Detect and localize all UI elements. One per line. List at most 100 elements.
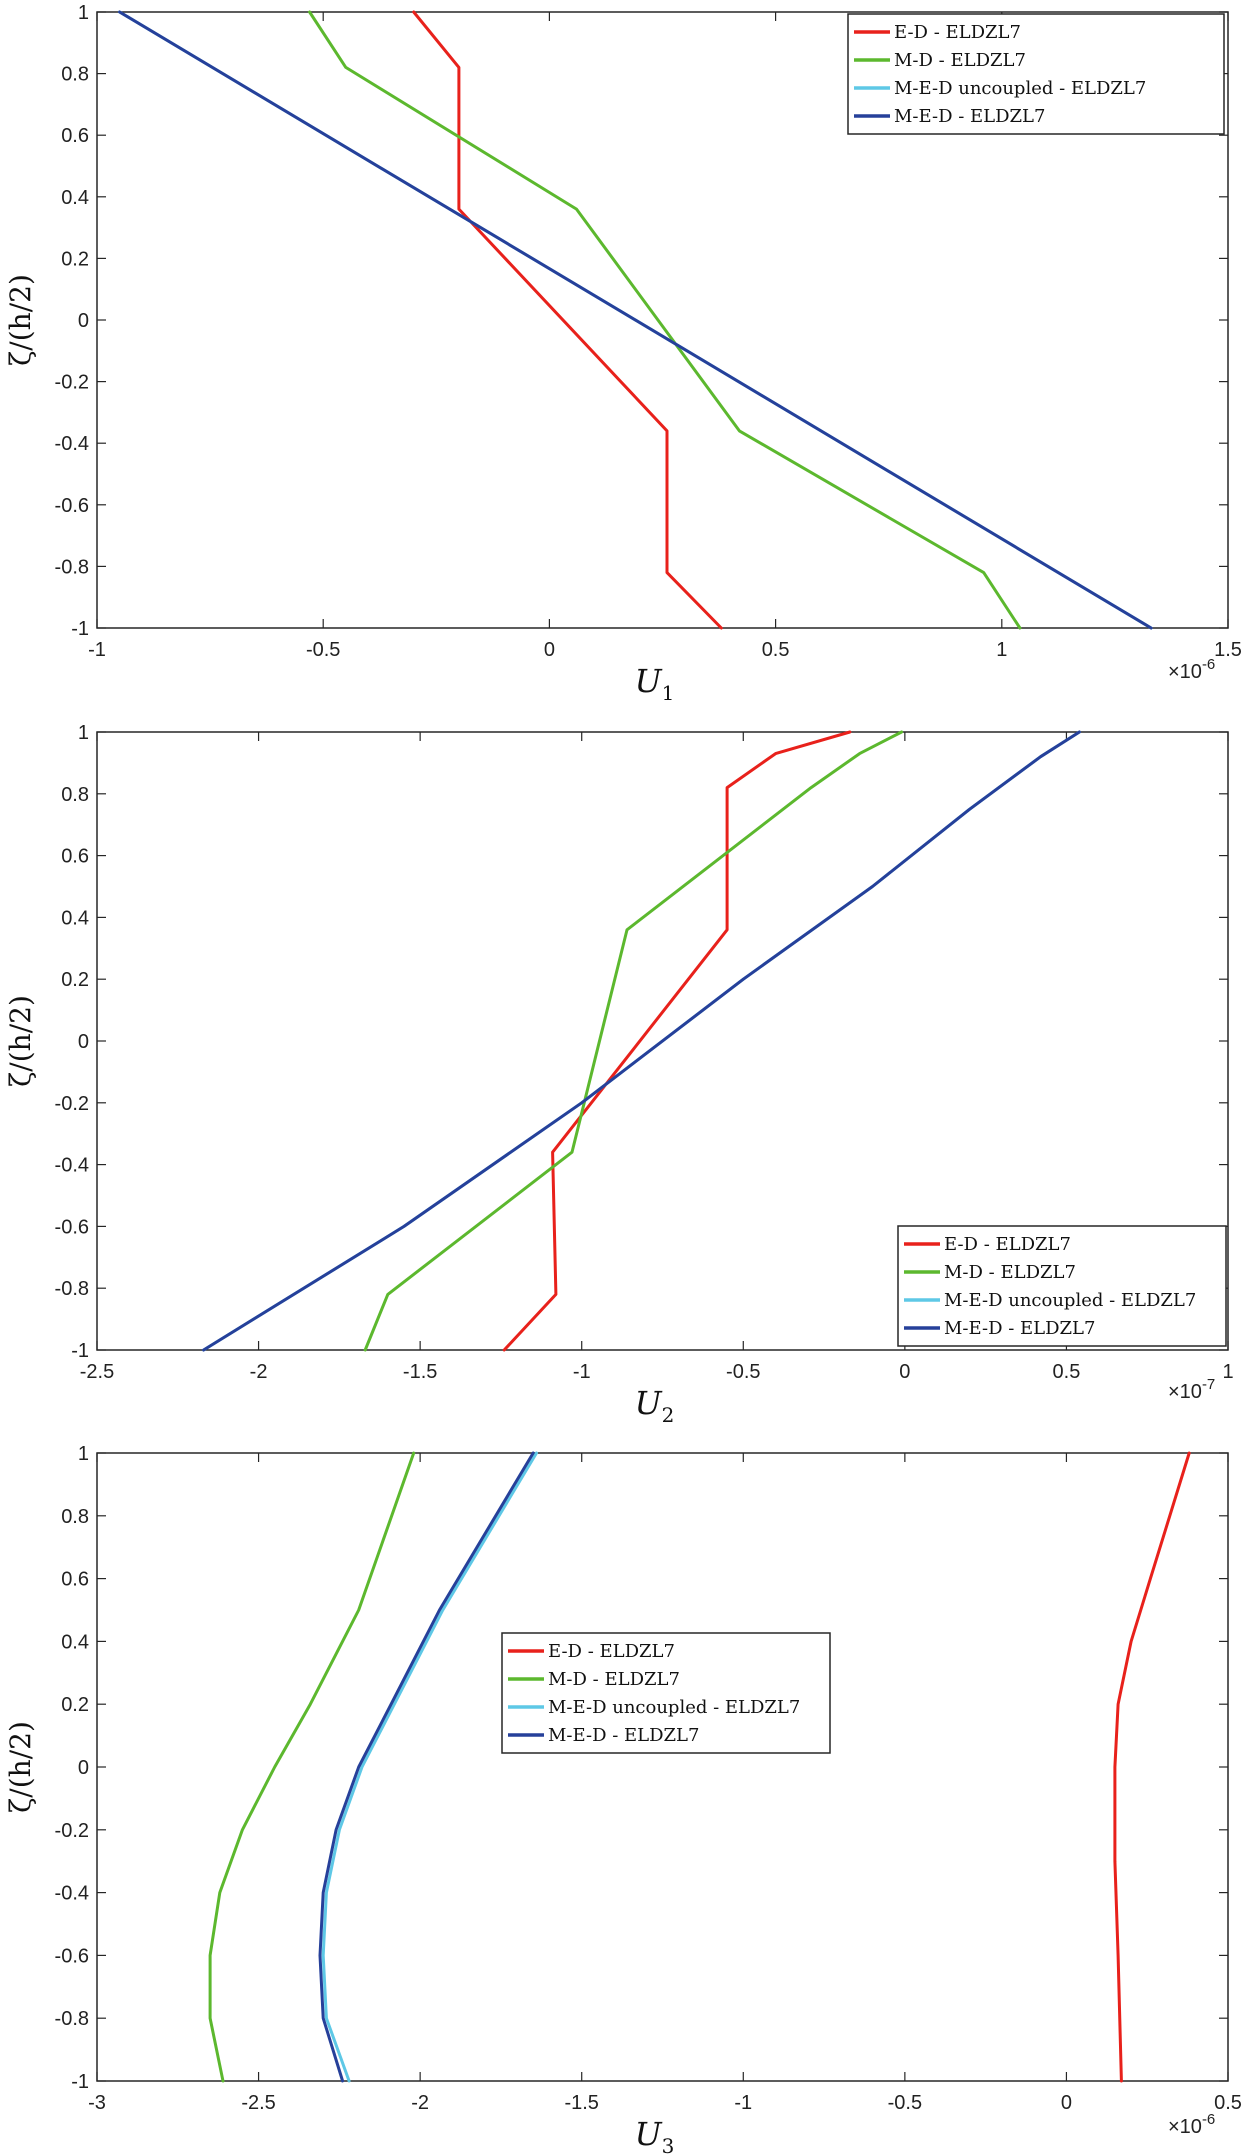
chart-2-x-tick-label: -1.5 (403, 1361, 437, 1383)
chart-1-x-tick-label: 0 (544, 639, 555, 661)
chart-1-x-multiplier-base: ×10 (1168, 661, 1202, 683)
chart-1-y-tick-label: 0.8 (61, 64, 89, 86)
chart-3-x-tick-label: -2.5 (241, 2092, 275, 2114)
chart-1-series-line-2 (308, 10, 1022, 630)
chart-2-legend-entry-3: M-E-D uncoupled - ELDZL7 (944, 1290, 1196, 1311)
chart-1-x-multiplier: ×10-6 (1168, 656, 1215, 683)
chart-1: -1 -0.5 0 0.5 1 1.5 -1 -0.8 -0.6 -0.4 -0.2 0 0.2 0.4 0… (4, 2, 1242, 705)
chart-1-x-axis-label: U1 (635, 662, 675, 705)
chart-1-y-tick-label: 0 (78, 310, 89, 332)
chart-3-x-multiplier-base: ×10 (1168, 2116, 1202, 2138)
chart-2-x-tick-label: 1 (1222, 1361, 1233, 1383)
chart-3-x-tick-label: -2 (411, 2092, 429, 2114)
chart-2-legend-box (897, 1225, 1227, 1347)
chart-3-x-multiplier: ×10-6 (1168, 2111, 1215, 2138)
chart-1-x-multiplier-exp: -6 (1202, 656, 1215, 673)
chart-2: -2.5 -2 -1.5 -1 -0.5 0 0.5 1 -1 -0.8 -0.6 -0.4 -0.2 0… (4, 722, 1234, 1427)
chart-3-x-tick-label: 0.5 (1214, 2092, 1242, 2114)
chart-2-legend-entry-1: E-D - ELDZL7 (944, 1234, 1071, 1255)
chart-2-x-axis-label-main: U (635, 1384, 663, 1422)
chart-3-x-axis-label-main: U (635, 2115, 663, 2153)
chart-3-legend-entry-1: E-D - ELDZL7 (548, 1641, 675, 1662)
chart-3-y-tick-label: -0.8 (55, 2008, 89, 2030)
chart-1-x-axis-label-main: U (635, 662, 663, 700)
chart-1-x-tick-label: 1.5 (1214, 639, 1242, 661)
chart-2-x-tick-label: -2.5 (80, 1361, 114, 1383)
chart-3-y-tick-label: 0.2 (61, 1694, 89, 1716)
chart-2-y-tick-label: -1 (71, 1340, 89, 1362)
chart-3-y-tick-label: 0.8 (61, 1506, 89, 1528)
chart-3-y-tick-label: 1 (78, 1443, 89, 1465)
chart-3-x-tick-label: -0.5 (888, 2092, 922, 2114)
chart-2-x-multiplier: ×10-7 (1168, 1376, 1215, 1403)
chart-1-legend-entry-1: E-D - ELDZL7 (894, 22, 1021, 43)
chart-1-y-tick-label: -0.4 (55, 433, 89, 455)
chart-1-legend-entry-4: M-E-D - ELDZL7 (894, 106, 1045, 127)
chart-2-x-axis-label: U2 (635, 1384, 675, 1427)
chart-2-x-tick-label: -2 (250, 1361, 268, 1383)
chart-1-y-tick-label: -1 (71, 618, 89, 640)
chart-1-x-tick-label: -1 (88, 639, 106, 661)
chart-1-x-tick-label: 1 (996, 639, 1007, 661)
chart-2-legend: E-D - ELDZL7 M-D - ELDZL7 M-E-D uncoupled … (897, 1225, 1227, 1347)
chart-3: -3 -2.5 -2 -1.5 -1 -0.5 0 0.5 -1 -0.8 -0.6 -0.4 -0.2… (4, 1443, 1242, 2155)
chart-2-series-line-1 (502, 730, 852, 1352)
chart-3-y-tick-label: 0.6 (61, 1569, 89, 1591)
chart-2-x-tick-label: -0.5 (726, 1361, 760, 1383)
chart-1-y-tick-label: 1 (78, 2, 89, 24)
chart-2-x-tick-label: 0.5 (1053, 1361, 1081, 1383)
chart-1-y-axis-label: ζ/(h/2) (4, 274, 37, 366)
chart-3-legend-entry-3: M-E-D uncoupled - ELDZL7 (548, 1697, 800, 1718)
chart-1-y-tick-label: 0.6 (61, 125, 89, 147)
chart-1-y-tick-label: -0.2 (55, 372, 89, 394)
chart-2-y-tick-label: 1 (78, 722, 89, 744)
chart-2-x-axis-label-sub: 2 (662, 1403, 675, 1427)
chart-2-legend-entry-2: M-D - ELDZL7 (944, 1262, 1076, 1283)
chart-3-y-tick-label: -1 (71, 2071, 89, 2093)
chart-1-legend: E-D - ELDZL7 M-D - ELDZL7 M-E-D uncoupled … (847, 13, 1225, 135)
chart-1-y-tick-label: -0.8 (55, 556, 89, 578)
chart-3-y-tick-label: 0.4 (61, 1631, 89, 1653)
chart-1-series-line-4 (118, 10, 1153, 630)
chart-3-x-tick-label: 0 (1061, 2092, 1072, 2114)
chart-3-legend-entry-2: M-D - ELDZL7 (548, 1669, 680, 1690)
chart-1-x-axis-label-sub: 1 (662, 681, 675, 705)
chart-2-y-tick-label: -0.6 (55, 1216, 89, 1238)
chart-2-series-line-2 (363, 730, 904, 1352)
chart-2-x-tick-label: 0 (899, 1361, 910, 1383)
chart-2-x-tick-label: -1 (573, 1361, 591, 1383)
chart-2-legend-entry-4: M-E-D - ELDZL7 (944, 1318, 1095, 1339)
chart-2-y-tick-label: 0.2 (61, 969, 89, 991)
chart-1-legend-entry-3: M-E-D uncoupled - ELDZL7 (894, 78, 1146, 99)
chart-2-y-axis-label: ζ/(h/2) (4, 995, 37, 1087)
chart-1-legend-box (847, 13, 1225, 135)
chart-3-x-tick-label: -1.5 (564, 2092, 598, 2114)
chart-3-y-tick-label: 0 (78, 1757, 89, 1779)
chart-2-y-tick-label: 0.6 (61, 846, 89, 868)
chart-1-x-tick-label: 0.5 (762, 639, 790, 661)
chart-3-series-line-2 (208, 1451, 416, 2083)
chart-3-legend-entry-4: M-E-D - ELDZL7 (548, 1725, 699, 1746)
chart-2-y-tick-label: -0.4 (55, 1155, 89, 1177)
chart-3-series-line-4 (318, 1451, 535, 2083)
chart-3-x-tick-label: -3 (88, 2092, 106, 2114)
chart-3-x-axis-label: U3 (635, 2115, 675, 2155)
chart-1-y-tick-label: -0.6 (55, 495, 89, 517)
chart-2-x-multiplier-exp: -7 (1202, 1376, 1215, 1393)
chart-2-y-tick-label: 0 (78, 1031, 89, 1053)
chart-1-legend-entry-2: M-D - ELDZL7 (894, 50, 1026, 71)
chart-3-y-tick-label: -0.6 (55, 1945, 89, 1967)
chart-2-y-tick-label: -0.2 (55, 1093, 89, 1115)
chart-3-series-line-1 (1113, 1451, 1191, 2083)
chart-1-y-tick-label: 0.2 (61, 248, 89, 270)
chart-3-y-tick-label: -0.2 (55, 1820, 89, 1842)
chart-2-y-tick-label: -0.8 (55, 1278, 89, 1300)
chart-2-y-tick-label: 0.8 (61, 784, 89, 806)
chart-3-y-tick-label: -0.4 (55, 1883, 89, 1905)
chart-3-x-tick-label: -1 (734, 2092, 752, 2114)
chart-3-x-axis-label-sub: 3 (662, 2134, 675, 2155)
chart-1-x-tick-label: -0.5 (306, 639, 340, 661)
chart-3-legend: E-D - ELDZL7 M-D - ELDZL7 M-E-D uncoupled … (501, 1632, 831, 1754)
chart-1-series-line-1 (412, 10, 723, 630)
